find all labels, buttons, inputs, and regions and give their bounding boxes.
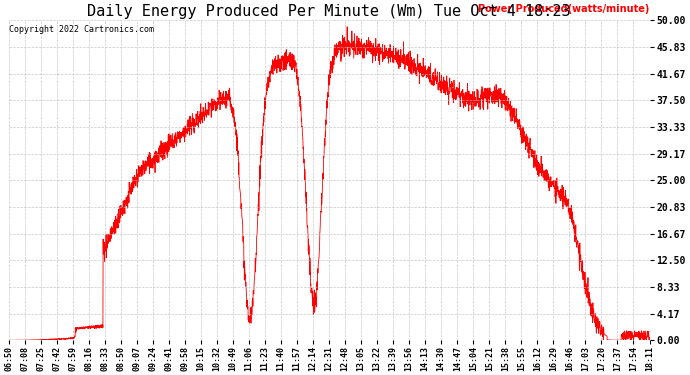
Title: Daily Energy Produced Per Minute (Wm) Tue Oct 4 18:23: Daily Energy Produced Per Minute (Wm) Tu… [87,4,571,19]
Text: Copyright 2022 Cartronics.com: Copyright 2022 Cartronics.com [9,25,155,34]
Text: Power Produced(watts/minute): Power Produced(watts/minute) [478,4,649,14]
